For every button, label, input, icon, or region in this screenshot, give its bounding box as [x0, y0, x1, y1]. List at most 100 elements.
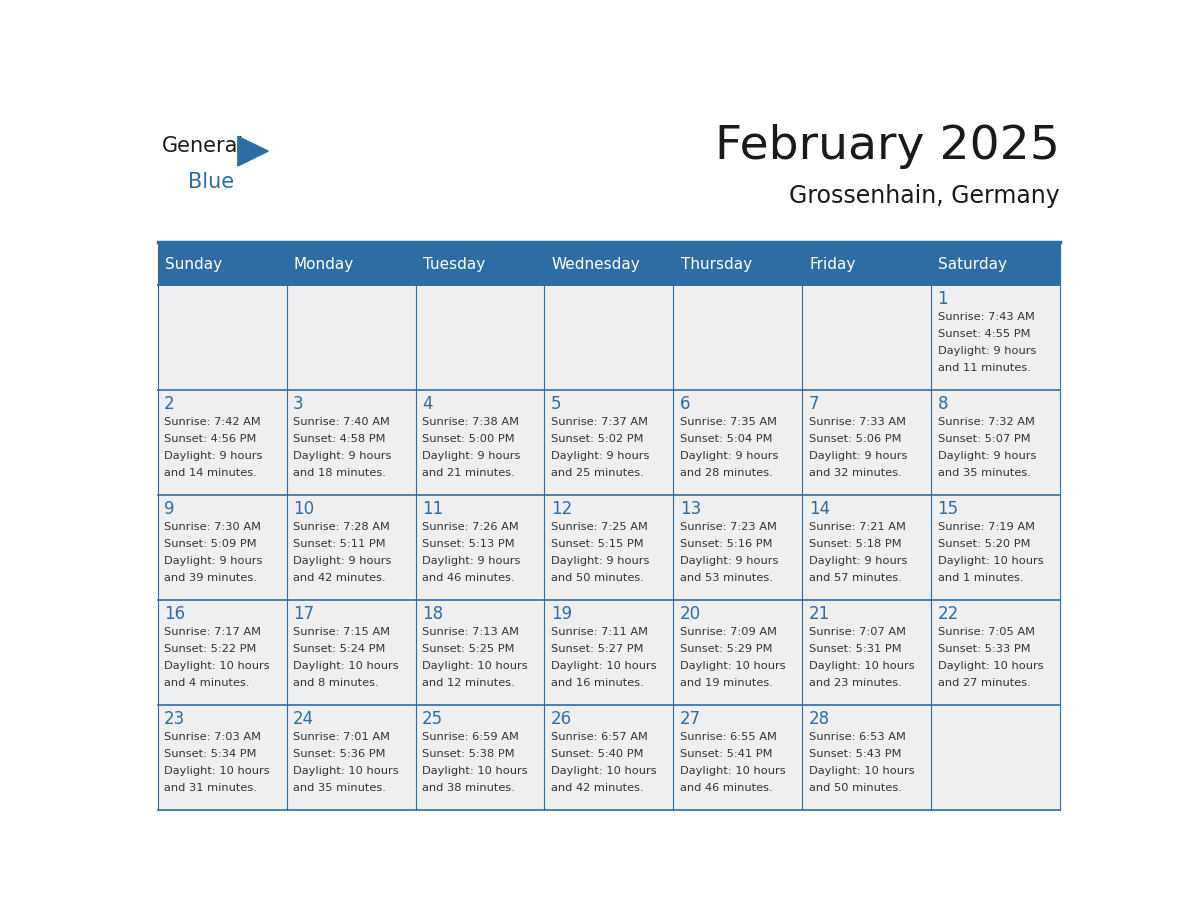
- Bar: [286, 705, 416, 810]
- Text: and 11 minutes.: and 11 minutes.: [937, 363, 1030, 373]
- Text: Sunset: 5:36 PM: Sunset: 5:36 PM: [293, 749, 386, 759]
- Bar: [416, 244, 544, 285]
- Text: 12: 12: [551, 499, 573, 518]
- Text: Sunset: 5:29 PM: Sunset: 5:29 PM: [680, 644, 772, 654]
- Text: Sunrise: 6:55 AM: Sunrise: 6:55 AM: [680, 732, 777, 742]
- Bar: [674, 599, 802, 705]
- Bar: [544, 244, 674, 285]
- Text: 26: 26: [551, 710, 571, 728]
- Text: and 16 minutes.: and 16 minutes.: [551, 677, 644, 688]
- Bar: [931, 705, 1060, 810]
- Text: General: General: [163, 136, 245, 156]
- Text: Daylight: 10 hours: Daylight: 10 hours: [293, 661, 399, 671]
- Text: and 57 minutes.: and 57 minutes.: [809, 573, 902, 583]
- Text: and 14 minutes.: and 14 minutes.: [164, 467, 257, 477]
- Bar: [931, 390, 1060, 495]
- Text: Sunset: 5:22 PM: Sunset: 5:22 PM: [164, 644, 257, 654]
- Text: 19: 19: [551, 605, 571, 622]
- Text: 22: 22: [937, 605, 959, 622]
- Text: Daylight: 10 hours: Daylight: 10 hours: [809, 661, 915, 671]
- Text: Sunday: Sunday: [165, 257, 222, 272]
- Text: Daylight: 10 hours: Daylight: 10 hours: [809, 766, 915, 776]
- Bar: [802, 599, 931, 705]
- Text: Sunset: 5:43 PM: Sunset: 5:43 PM: [809, 749, 902, 759]
- Polygon shape: [238, 136, 268, 166]
- Text: Daylight: 9 hours: Daylight: 9 hours: [164, 555, 263, 565]
- Text: Sunrise: 6:57 AM: Sunrise: 6:57 AM: [551, 732, 647, 742]
- Text: Sunrise: 7:30 AM: Sunrise: 7:30 AM: [164, 521, 261, 532]
- Text: Daylight: 9 hours: Daylight: 9 hours: [680, 555, 778, 565]
- Text: Sunrise: 7:28 AM: Sunrise: 7:28 AM: [293, 521, 390, 532]
- Bar: [158, 599, 286, 705]
- Text: 23: 23: [164, 710, 185, 728]
- Text: 4: 4: [422, 395, 432, 413]
- Bar: [158, 495, 286, 599]
- Text: Daylight: 10 hours: Daylight: 10 hours: [680, 661, 785, 671]
- Text: 1: 1: [937, 290, 948, 308]
- Bar: [674, 705, 802, 810]
- Text: and 31 minutes.: and 31 minutes.: [164, 783, 257, 792]
- Text: Daylight: 9 hours: Daylight: 9 hours: [422, 555, 520, 565]
- Bar: [802, 244, 931, 285]
- Text: Sunrise: 7:33 AM: Sunrise: 7:33 AM: [809, 417, 905, 427]
- Text: Sunrise: 6:59 AM: Sunrise: 6:59 AM: [422, 732, 519, 742]
- Text: Sunrise: 7:23 AM: Sunrise: 7:23 AM: [680, 521, 777, 532]
- Text: 7: 7: [809, 395, 820, 413]
- Text: 11: 11: [422, 499, 443, 518]
- Text: Sunset: 5:34 PM: Sunset: 5:34 PM: [164, 749, 257, 759]
- Text: 28: 28: [809, 710, 829, 728]
- Text: Sunset: 5:18 PM: Sunset: 5:18 PM: [809, 539, 902, 549]
- Text: 20: 20: [680, 605, 701, 622]
- Bar: [544, 705, 674, 810]
- Text: Sunset: 5:31 PM: Sunset: 5:31 PM: [809, 644, 902, 654]
- Text: Daylight: 9 hours: Daylight: 9 hours: [551, 555, 649, 565]
- Text: Daylight: 10 hours: Daylight: 10 hours: [551, 661, 657, 671]
- Text: Sunrise: 7:38 AM: Sunrise: 7:38 AM: [422, 417, 519, 427]
- Text: Daylight: 10 hours: Daylight: 10 hours: [293, 766, 399, 776]
- Text: 14: 14: [809, 499, 829, 518]
- Text: and 4 minutes.: and 4 minutes.: [164, 677, 249, 688]
- Bar: [158, 285, 286, 390]
- Text: and 27 minutes.: and 27 minutes.: [937, 677, 1030, 688]
- Text: Daylight: 10 hours: Daylight: 10 hours: [422, 766, 527, 776]
- Text: 27: 27: [680, 710, 701, 728]
- Text: Sunset: 5:40 PM: Sunset: 5:40 PM: [551, 749, 644, 759]
- Text: 6: 6: [680, 395, 690, 413]
- Text: Sunrise: 7:37 AM: Sunrise: 7:37 AM: [551, 417, 647, 427]
- Text: Sunset: 5:00 PM: Sunset: 5:00 PM: [422, 433, 514, 443]
- Bar: [544, 599, 674, 705]
- Bar: [286, 285, 416, 390]
- Text: Daylight: 10 hours: Daylight: 10 hours: [937, 555, 1043, 565]
- Text: and 46 minutes.: and 46 minutes.: [422, 573, 514, 583]
- Bar: [674, 495, 802, 599]
- Text: and 39 minutes.: and 39 minutes.: [164, 573, 257, 583]
- Text: and 25 minutes.: and 25 minutes.: [551, 467, 644, 477]
- Bar: [544, 390, 674, 495]
- Text: 5: 5: [551, 395, 562, 413]
- Text: 2: 2: [164, 395, 175, 413]
- Text: Friday: Friday: [809, 257, 855, 272]
- Bar: [544, 495, 674, 599]
- Bar: [158, 705, 286, 810]
- Text: and 32 minutes.: and 32 minutes.: [809, 467, 902, 477]
- Text: Daylight: 10 hours: Daylight: 10 hours: [680, 766, 785, 776]
- Text: and 50 minutes.: and 50 minutes.: [809, 783, 902, 792]
- Text: Grossenhain, Germany: Grossenhain, Germany: [789, 185, 1060, 208]
- Bar: [286, 244, 416, 285]
- Text: 17: 17: [293, 605, 314, 622]
- Text: Sunrise: 7:40 AM: Sunrise: 7:40 AM: [293, 417, 390, 427]
- Text: Sunrise: 7:43 AM: Sunrise: 7:43 AM: [937, 311, 1035, 321]
- Text: Sunset: 5:09 PM: Sunset: 5:09 PM: [164, 539, 257, 549]
- Text: Daylight: 9 hours: Daylight: 9 hours: [164, 451, 263, 461]
- Text: Saturday: Saturday: [939, 257, 1007, 272]
- Text: Sunrise: 7:09 AM: Sunrise: 7:09 AM: [680, 627, 777, 637]
- Text: Sunset: 5:25 PM: Sunset: 5:25 PM: [422, 644, 514, 654]
- Bar: [674, 244, 802, 285]
- Text: and 1 minutes.: and 1 minutes.: [937, 573, 1023, 583]
- Text: Sunrise: 7:35 AM: Sunrise: 7:35 AM: [680, 417, 777, 427]
- Text: Sunset: 4:55 PM: Sunset: 4:55 PM: [937, 329, 1030, 339]
- Text: Sunset: 5:16 PM: Sunset: 5:16 PM: [680, 539, 772, 549]
- Text: Sunrise: 7:11 AM: Sunrise: 7:11 AM: [551, 627, 647, 637]
- Bar: [158, 244, 286, 285]
- Bar: [544, 285, 674, 390]
